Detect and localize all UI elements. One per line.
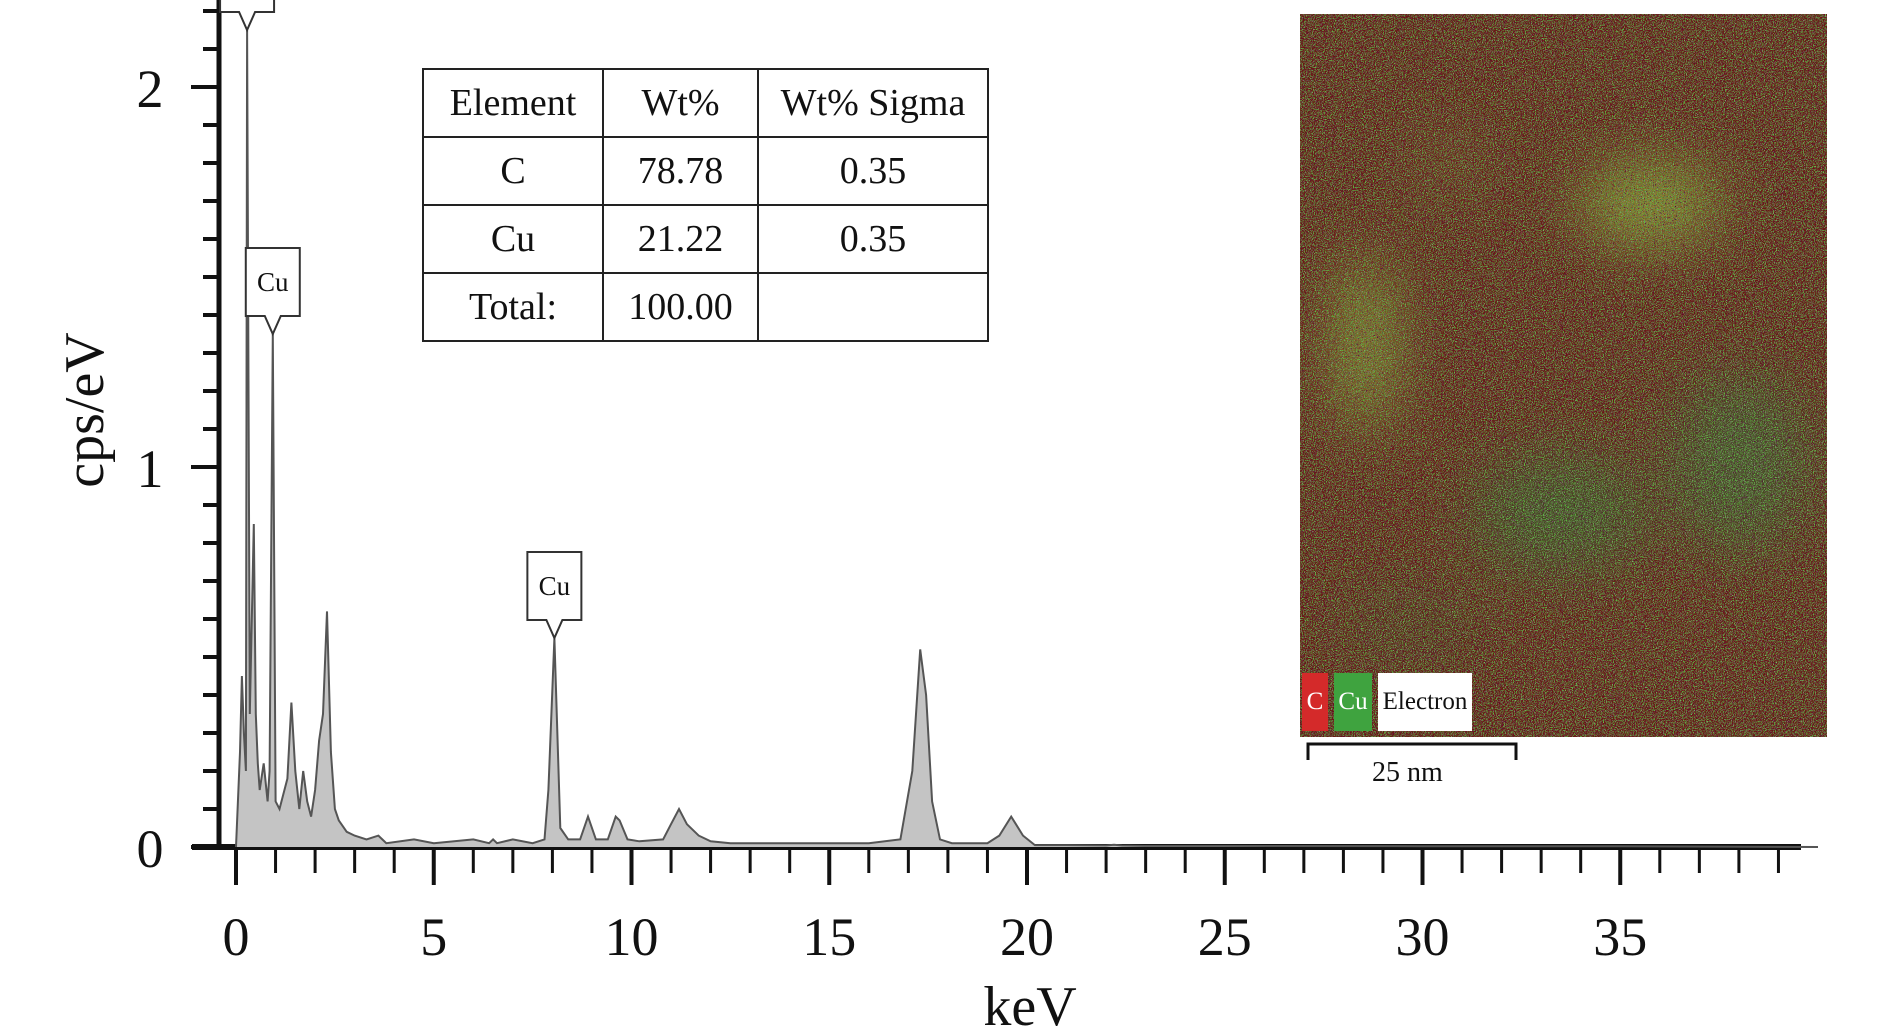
spectrum-line	[235, 29, 1819, 848]
peak-label: Cu	[244, 247, 301, 337]
legend-electron: Electron	[1378, 673, 1472, 731]
peak-label-text: Cu	[539, 571, 571, 601]
x-tick-label: 25	[1198, 907, 1252, 967]
scale-bar-label: 25 nm	[1372, 757, 1443, 788]
table-row: Cu 21.22 0.35	[422, 204, 989, 274]
table-cell: 0.35	[757, 136, 989, 206]
peak-label: C	[219, 0, 276, 33]
x-tick-label: 20	[1000, 907, 1054, 967]
table-row: Total: 100.00	[422, 272, 989, 342]
x-tick-label: 5	[420, 907, 447, 967]
y-tick-label: 1	[137, 439, 164, 499]
table-cell: Cu	[422, 204, 604, 274]
table-header-row: Element Wt% Wt% Sigma	[422, 68, 989, 138]
table-cell: 0.35	[757, 204, 989, 274]
x-tick-label: 35	[1593, 907, 1647, 967]
x-tick-label: 0	[223, 907, 250, 967]
table-header: Wt% Sigma	[757, 68, 989, 138]
legend-c: C	[1302, 673, 1328, 731]
spectrum	[235, 29, 1819, 848]
map-legend: C Cu Electron	[1302, 673, 1472, 731]
table-row: C 78.78 0.35	[422, 136, 989, 206]
y-tick-label: 2	[137, 59, 164, 119]
table-cell: C	[422, 136, 604, 206]
peak-label-box	[526, 551, 583, 641]
x-axis-label: keV	[983, 976, 1076, 1034]
y-axis-label: cps/eV	[54, 332, 116, 488]
table-cell: 78.78	[602, 136, 759, 206]
x-tick-label: 15	[802, 907, 856, 967]
composition-table: Element Wt% Wt% Sigma C 78.78 0.35 Cu 21…	[422, 68, 989, 342]
peak-labels: C Cu Cu	[219, 0, 583, 641]
scale-bar	[1306, 742, 1518, 760]
x-tick-label: 30	[1396, 907, 1450, 967]
peak-label-box	[244, 247, 301, 337]
peak-label-text: Cu	[257, 267, 289, 297]
y-tick-label: 0	[137, 819, 164, 879]
peak-label: Cu	[526, 551, 583, 641]
legend-cu: Cu	[1334, 673, 1372, 731]
table-cell: 100.00	[602, 272, 759, 342]
table-cell	[757, 272, 989, 342]
table-header: Wt%	[602, 68, 759, 138]
x-tick-label: 10	[605, 907, 659, 967]
elemental-map-image	[1300, 14, 1827, 737]
peak-label-box	[219, 0, 276, 33]
table-cell: Total:	[422, 272, 604, 342]
table-header: Element	[422, 68, 604, 138]
table-cell: 21.22	[602, 204, 759, 274]
